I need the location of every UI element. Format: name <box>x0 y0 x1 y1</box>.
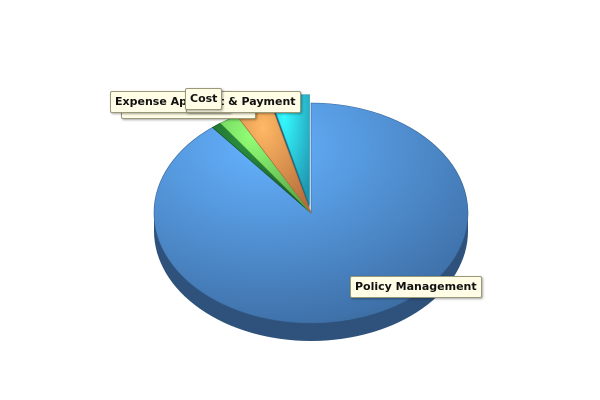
slice-side-policy-management <box>154 213 468 341</box>
slice-label-cost: Cost <box>185 88 223 110</box>
slice-label-policy-management: Policy Management <box>350 276 482 298</box>
